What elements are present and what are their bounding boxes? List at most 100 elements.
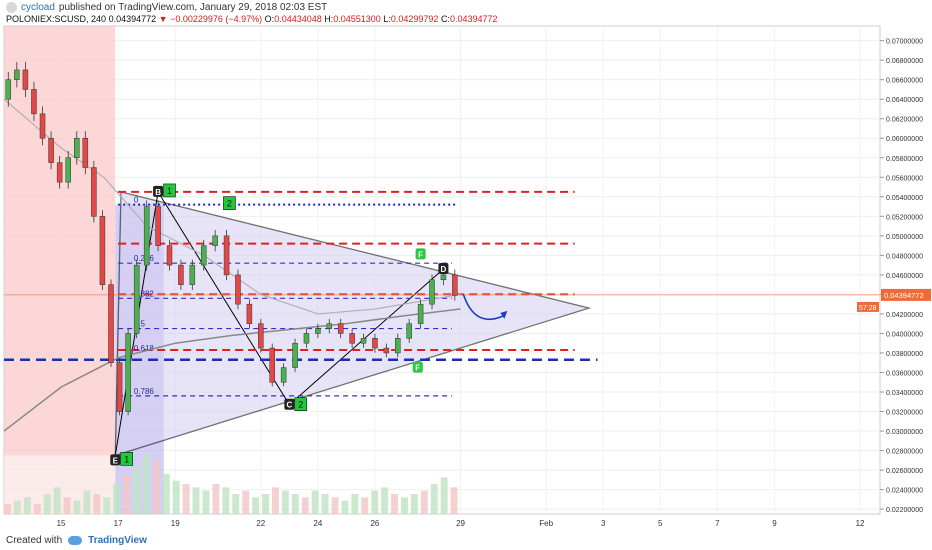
sell-zone: [4, 26, 116, 456]
price-chart[interactable]: 0.02200000 0.02400000 0.02600000 0.02800000…: [0, 0, 932, 530]
candle-up: [143, 206, 150, 266]
x-tick-label: 29: [456, 519, 465, 528]
volume-bar: [152, 460, 160, 514]
volume-bar: [43, 494, 51, 514]
candle-down: [246, 303, 253, 324]
volume-bar: [63, 497, 71, 514]
candle-down: [48, 137, 54, 163]
candle-up: [65, 157, 71, 183]
candle-up: [14, 69, 20, 80]
x-tick-label: 17: [114, 519, 123, 528]
fib-label: 0: [134, 196, 139, 205]
x-tick-label: Feb: [539, 519, 553, 528]
volume-bar: [420, 490, 428, 514]
y-tick-label: 0.03000000: [886, 429, 923, 436]
candle-down: [372, 338, 378, 349]
volume-bar: [113, 484, 121, 514]
created-with-text: Created with: [6, 534, 63, 546]
volume-bar: [400, 497, 408, 514]
pattern-point-badge: [284, 398, 295, 410]
countdown-tag: [857, 301, 879, 312]
author-link[interactable]: cycload: [21, 2, 55, 13]
volume-bar: [371, 490, 379, 514]
pattern-point-label: F: [415, 364, 420, 373]
candle-up: [395, 338, 401, 354]
volume-bar: [252, 497, 260, 514]
candle-down: [349, 333, 355, 344]
pattern-point-badge: [412, 361, 423, 373]
candle-up: [125, 333, 131, 412]
x-tick-label: 5: [658, 519, 663, 528]
published-text: published on TradingView.com, January 29…: [58, 2, 328, 13]
y-tick-label: 0.07000000: [886, 39, 923, 46]
countdown-label: 57:28: [859, 305, 877, 312]
projection-arrowhead: [500, 310, 508, 319]
volume-bar: [351, 494, 359, 514]
candle-down: [82, 137, 89, 168]
volume-bar: [83, 490, 91, 514]
count-badge: [223, 196, 236, 210]
pattern-point-label: B: [155, 188, 161, 197]
moving-average: [3, 98, 461, 315]
close-value: 0.04394772: [449, 14, 498, 24]
pattern-point-badge: [110, 454, 121, 466]
volume-bar: [202, 490, 210, 514]
candle-down: [31, 89, 37, 115]
fib-label: 0.618: [134, 344, 155, 353]
candle-down: [337, 323, 344, 334]
volume-bar: [410, 494, 418, 514]
tradingview-brand[interactable]: TradingView: [88, 534, 147, 546]
volume-bar: [331, 497, 339, 514]
candle-up: [292, 342, 298, 368]
volume-bar: [142, 454, 150, 514]
candle-down: [108, 284, 114, 363]
volume-bar: [381, 487, 389, 514]
candle-down: [383, 347, 390, 354]
volume-bar: [391, 494, 399, 514]
volume-bar: [182, 484, 190, 514]
volume-bar: [23, 497, 31, 514]
low-value: 0.04299792: [390, 14, 439, 24]
count-badge: [120, 452, 133, 466]
candle-down: [56, 162, 63, 183]
projection-arrow: [462, 294, 504, 321]
x-tick-label: 3: [601, 519, 606, 528]
volume-bar: [430, 484, 438, 514]
volume-bar: [242, 490, 250, 514]
y-tick-label: 0.04800000: [886, 253, 923, 260]
publish-info: cycload published on TradingView.com, Ja…: [6, 2, 327, 13]
volume-bar: [103, 497, 111, 514]
candle-up: [417, 303, 424, 324]
y-tick-label: 0.05400000: [886, 195, 923, 202]
pattern-point-badge: [438, 263, 449, 275]
y-tick-label: 0.04600000: [886, 273, 923, 280]
volume-bar: [222, 487, 230, 514]
low-label: L:: [383, 14, 391, 24]
volume-bar: [13, 500, 21, 514]
pattern-point-badge: [415, 248, 426, 260]
y-tick-label: 0.03600000: [886, 370, 923, 377]
candle-up: [360, 338, 367, 344]
pattern-point-label: D: [441, 265, 447, 274]
candle-up: [315, 328, 321, 334]
symbol-name: POLONIEX:SCUSD, 240: [6, 14, 107, 24]
candle-up: [326, 323, 333, 329]
candle-up: [189, 264, 196, 285]
volume-bar: [271, 487, 279, 514]
count-badge-label: 1: [167, 186, 172, 196]
long-moving-average: [3, 308, 461, 432]
volume-bar: [73, 500, 81, 514]
volume-bar: [450, 487, 458, 514]
volume-bar: [4, 504, 11, 514]
avatar: [6, 2, 17, 13]
candle-up: [200, 245, 207, 266]
count-badge-label: 1: [124, 454, 129, 464]
volume-bar: [311, 490, 319, 514]
volume-bar: [262, 494, 269, 514]
x-tick-label: 12: [856, 519, 865, 528]
volume-bar: [281, 490, 289, 514]
high-label: H:: [324, 14, 334, 24]
candle-up: [280, 367, 287, 383]
y-tick-label: 0.03200000: [886, 410, 923, 417]
x-tick-label: 15: [57, 519, 66, 528]
